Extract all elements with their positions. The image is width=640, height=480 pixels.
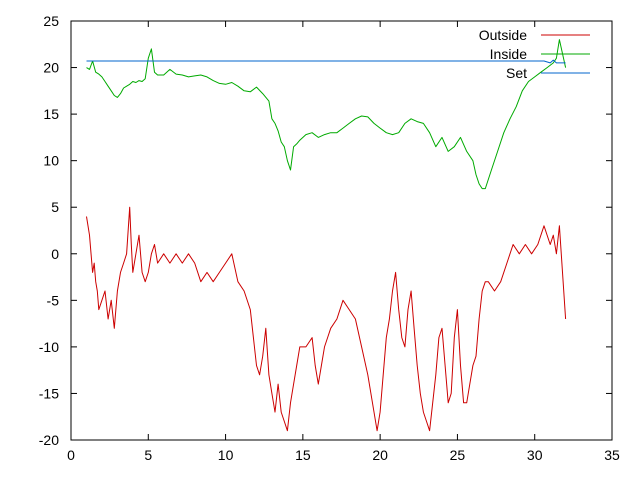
y-tick-label: -10 — [39, 339, 59, 355]
y-tick-label: 5 — [51, 199, 59, 215]
series-lines — [86, 39, 567, 432]
y-tick-label: 25 — [43, 13, 59, 29]
y-tick-label: 15 — [43, 106, 59, 122]
legend-label-set: Set — [506, 65, 527, 81]
y-tick-label: -15 — [39, 385, 59, 401]
x-tick-label: 0 — [67, 447, 75, 463]
y-tick-label: 0 — [51, 246, 59, 262]
x-tick-label: 10 — [218, 447, 234, 463]
x-tick-label: 35 — [604, 447, 620, 463]
x-tick-label: 15 — [295, 447, 311, 463]
axis-ticks — [71, 21, 612, 440]
series-set-line — [86, 59, 566, 64]
series-inside-line — [86, 39, 567, 190]
legend-label-inside: Inside — [490, 46, 528, 62]
y-tick-label: 10 — [43, 153, 59, 169]
x-tick-label: 5 — [144, 447, 152, 463]
y-tick-label: 20 — [43, 60, 59, 76]
axis-tick-labels: 0 5 10 15 20 25 30 35 -20 -15 -10 -5 0 5 10 15 20 25 — [39, 13, 620, 463]
legend: Outside Inside Set — [479, 27, 590, 81]
legend-label-outside: Outside — [479, 27, 527, 43]
y-tick-label: -20 — [39, 432, 59, 448]
y-tick-label: -5 — [47, 292, 60, 308]
series-outside-line — [86, 206, 567, 432]
x-tick-label: 30 — [527, 447, 543, 463]
plot-frame — [70, 20, 613, 441]
x-tick-label: 25 — [450, 447, 466, 463]
x-tick-label: 20 — [372, 447, 388, 463]
